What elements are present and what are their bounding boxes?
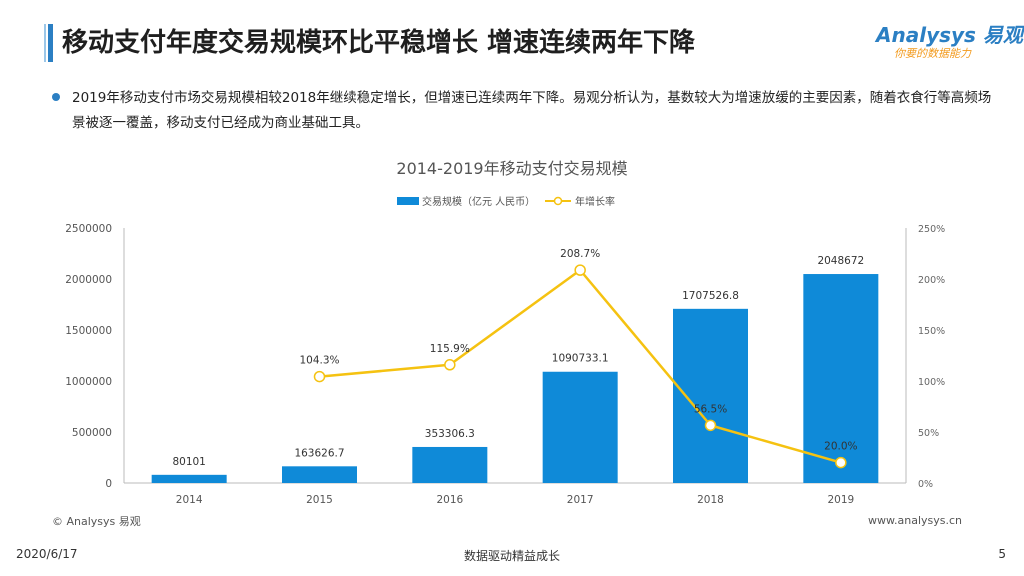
x-tick-label: 2015	[306, 494, 333, 506]
summary-paragraph: 2019年移动支付市场交易规模相较2018年继续稳定增长，但增速已连续两年下降。…	[72, 90, 992, 131]
growth-data-label: 208.7%	[560, 248, 600, 260]
x-tick-label: 2016	[436, 494, 463, 506]
website-link[interactable]: www.analysys.cn	[868, 514, 962, 527]
y-right-tick-label: 200%	[918, 275, 945, 286]
bar-data-label: 1707526.8	[682, 290, 739, 302]
chart-title: 2014-2019年移动支付交易规模	[396, 159, 627, 178]
bottom-slogan: 数据驱动精益成长	[463, 549, 560, 563]
growth-point-2017	[574, 264, 586, 276]
bar-data-label: 80101	[172, 456, 205, 468]
y-right-tick-label: 0%	[918, 479, 933, 490]
legend-line-marker	[553, 196, 563, 206]
bar-data-label: 353306.3	[425, 428, 475, 440]
y-left-tick-label: 2000000	[65, 274, 112, 286]
growth-point-2016	[444, 359, 456, 371]
y-right-tick-label: 150%	[918, 326, 945, 337]
y-right-tick-label: 250%	[918, 224, 945, 235]
x-tick-label: 2018	[697, 494, 724, 506]
x-tick-label: 2017	[567, 494, 594, 506]
title-accent-bar	[48, 24, 53, 62]
bar-2015	[282, 466, 357, 483]
title-accent-light	[44, 24, 46, 62]
report-date: 2020/6/17	[16, 547, 78, 561]
legend-bar-label: 交易规模（亿元 人民币）	[422, 195, 535, 208]
bullet-icon	[52, 93, 60, 101]
y-right-tick-label: 50%	[918, 428, 939, 439]
y-right-tick-label: 100%	[918, 377, 945, 388]
bar-2017	[542, 371, 618, 483]
growth-point-2015	[313, 370, 326, 383]
growth-point-2019	[835, 456, 847, 469]
page-number: 5	[998, 547, 1006, 561]
bar-data-label: 163626.7	[294, 447, 344, 459]
x-tick-label: 2019	[827, 494, 854, 506]
growth-data-label: 115.9%	[430, 343, 470, 355]
logo-main-text: Analysys 易观	[876, 23, 1023, 47]
analysys-logo: Analysys 易观 你要的数据能力	[876, 23, 1023, 68]
y-left-tick-label: 500000	[72, 427, 112, 439]
legend-line-label: 年增长率	[575, 195, 615, 208]
y-left-tick-label: 1500000	[65, 325, 112, 337]
y-left-tick-label: 1000000	[65, 376, 112, 388]
bar-data-label: 2048672	[817, 255, 864, 267]
bar-2019	[803, 274, 879, 483]
growth-point-2018	[704, 419, 717, 432]
copyright: © Analysys 易观	[52, 515, 141, 528]
bar-data-label: 1090733.1	[552, 353, 609, 365]
logo-slogan-text: 你要的数据能力	[894, 47, 971, 60]
growth-data-label: 104.3%	[299, 355, 339, 367]
growth-data-label: 56.5%	[694, 403, 727, 415]
x-tick-label: 2014	[176, 494, 203, 506]
legend-bar-swatch	[397, 197, 419, 205]
y-left-tick-label: 0	[105, 478, 112, 490]
bar-2014	[151, 474, 227, 483]
growth-data-label: 20.0%	[824, 441, 857, 453]
bar-2016	[412, 446, 488, 483]
page-title: 移动支付年度交易规模环比平稳增长 增速连续两年下降	[62, 28, 696, 58]
y-left-tick-label: 2500000	[65, 223, 112, 235]
